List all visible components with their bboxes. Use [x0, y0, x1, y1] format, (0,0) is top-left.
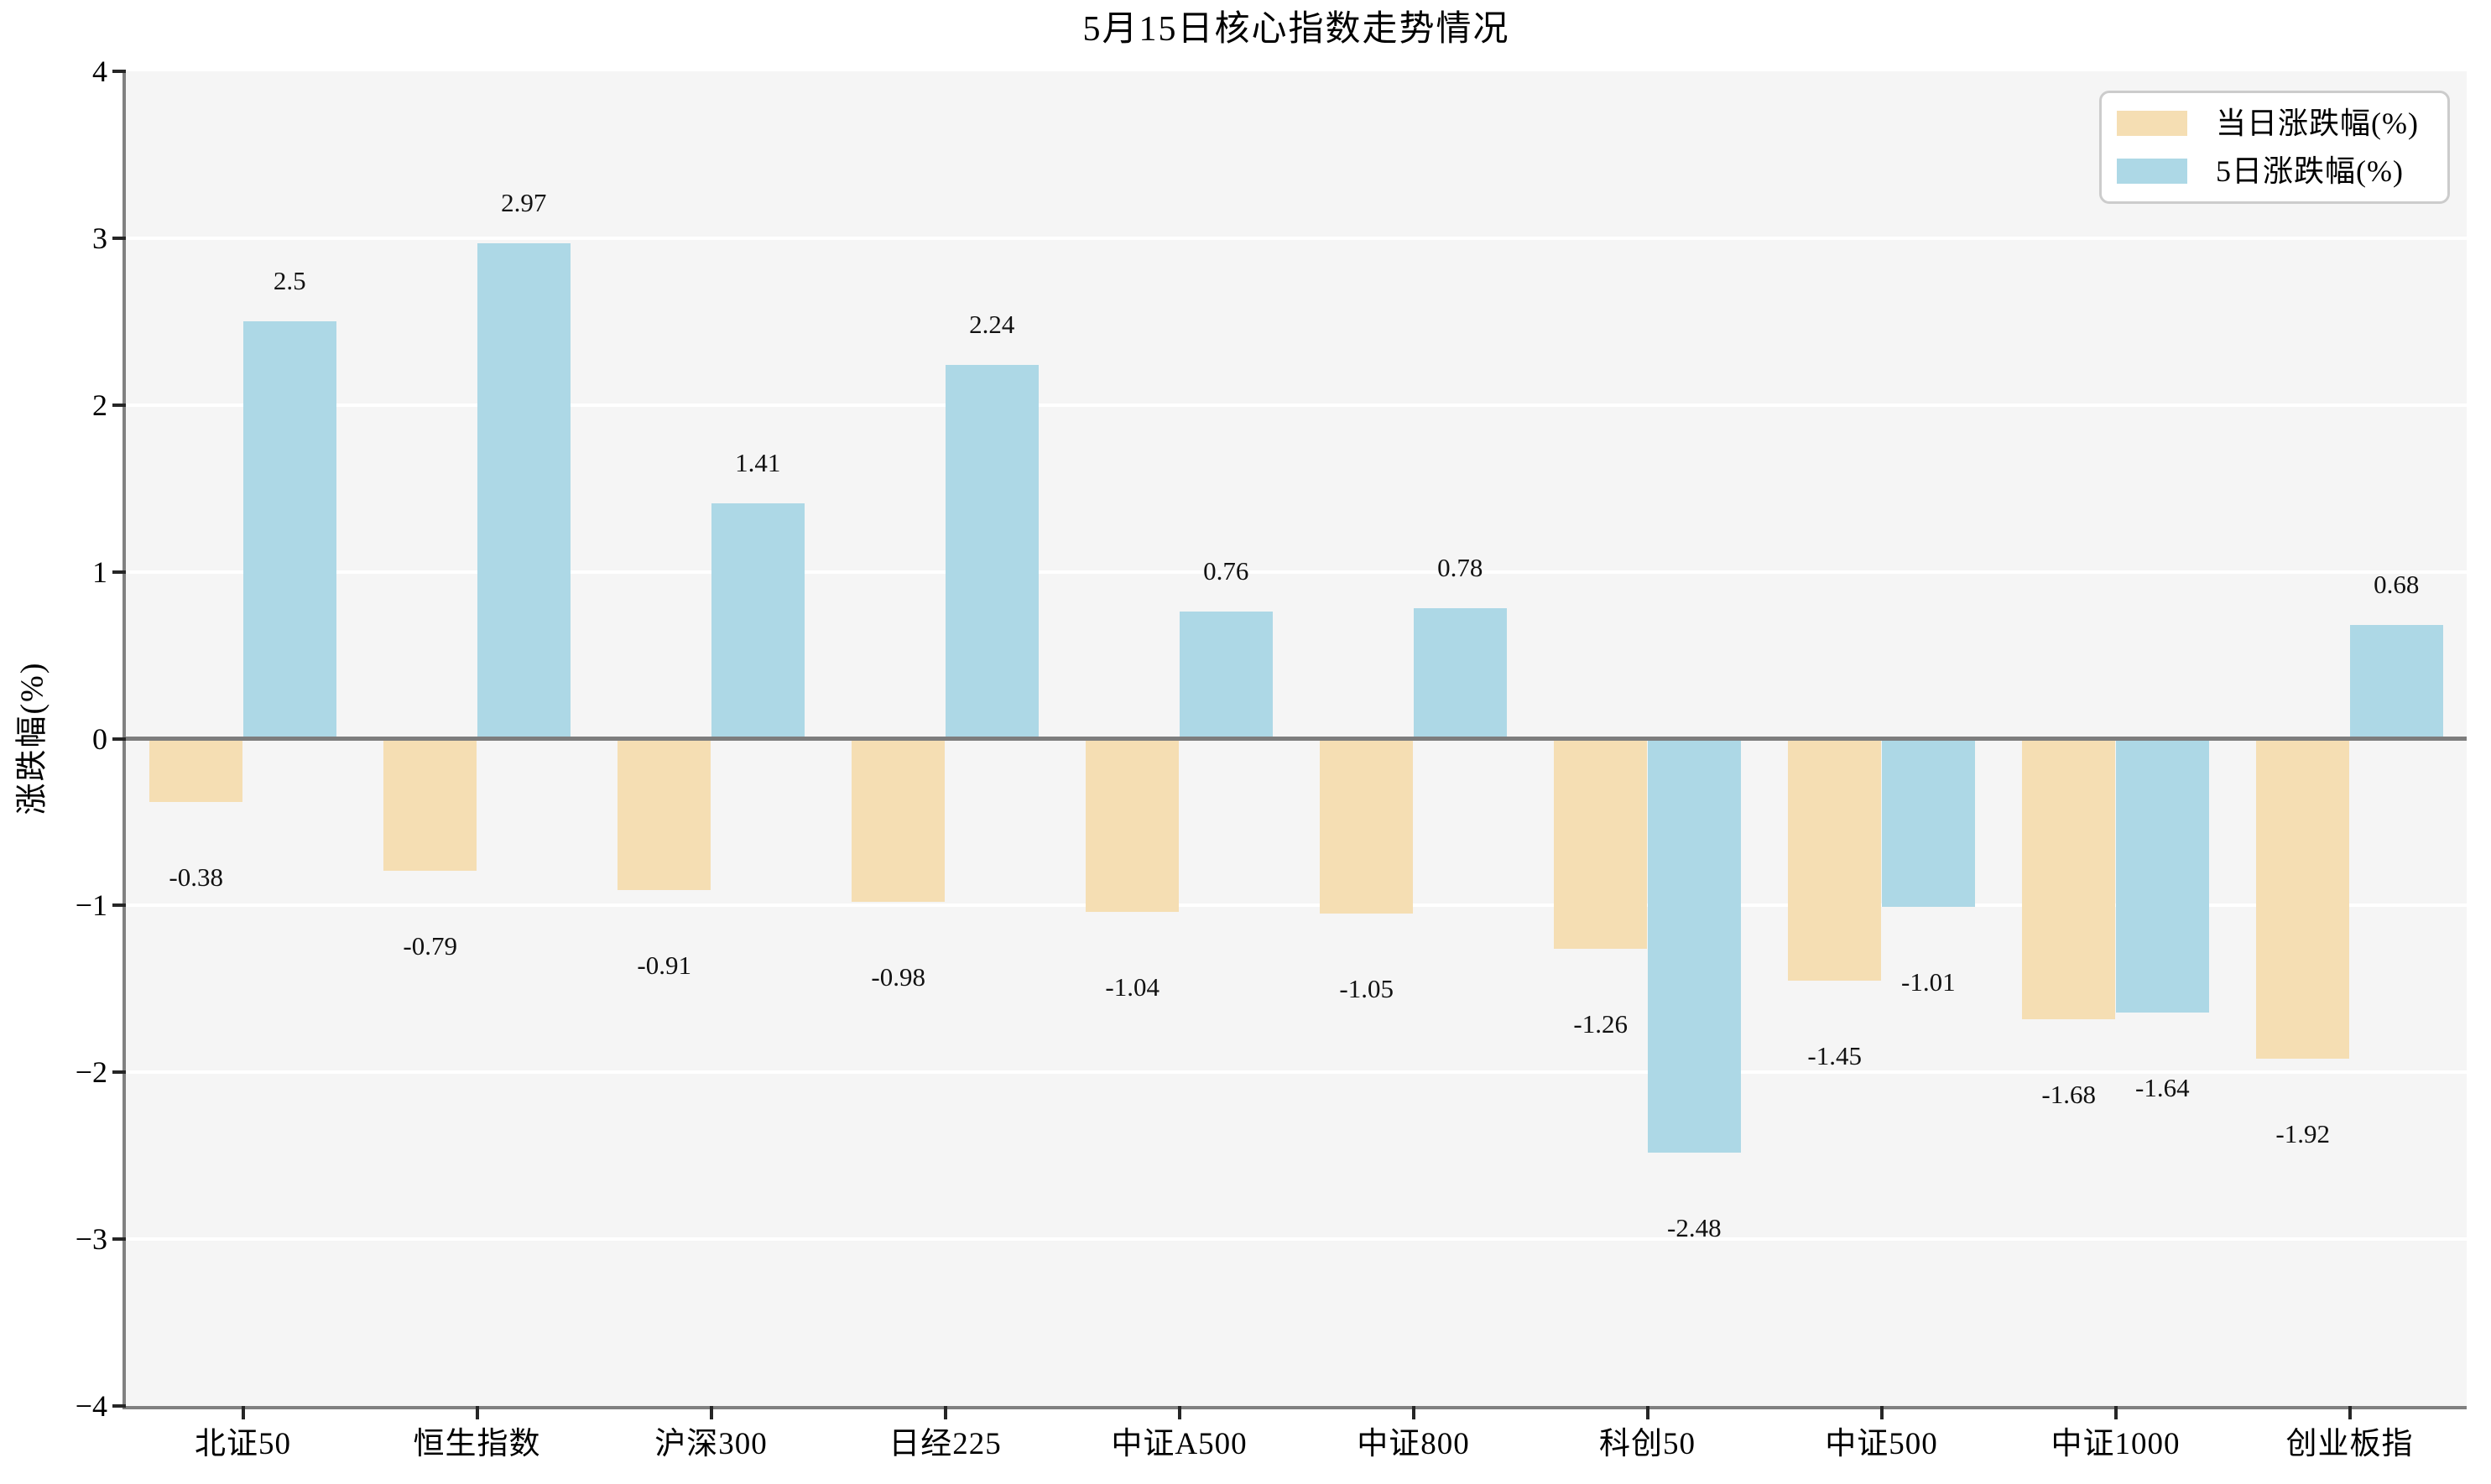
y-tick-mark — [112, 236, 126, 240]
y-tick-mark — [112, 70, 126, 73]
y-tick-mark — [112, 903, 126, 908]
bar-daily — [1085, 738, 1180, 913]
x-tick-label-4: 日经225 — [889, 1427, 1002, 1461]
gridline — [126, 570, 2467, 574]
bar-five-day — [477, 242, 571, 739]
x-tick-label-2: 恒生指数 — [413, 1427, 541, 1461]
bar-value-label: 0.78 — [1437, 553, 1483, 583]
bar-five-day — [242, 321, 337, 739]
bar-daily — [2255, 738, 2350, 1060]
x-tick-label-10: 创业板指 — [2285, 1427, 2414, 1461]
y-tick-label: −4 — [75, 1389, 107, 1423]
bar-value-label: -1.68 — [2041, 1079, 2096, 1109]
x-tick-mark — [2348, 1406, 2352, 1419]
gridline — [126, 903, 2467, 908]
bar-value-label: -0.98 — [871, 962, 925, 992]
bar-daily — [851, 738, 946, 903]
bar-five-day — [1413, 608, 1508, 739]
x-tick-mark — [709, 1406, 713, 1419]
y-tick-label: 0 — [92, 721, 107, 756]
bar-value-label: 2.5 — [273, 266, 306, 296]
x-tick-label-7: 科创50 — [1599, 1427, 1696, 1461]
legend: 当日涨跌幅(%) 5日涨跌幅(%) — [2099, 91, 2450, 204]
x-tick-mark — [1411, 1406, 1415, 1419]
y-tick-label: 1 — [92, 555, 107, 589]
x-tick-mark — [475, 1406, 479, 1419]
bar-value-label: -1.05 — [1339, 974, 1394, 1004]
y-tick-mark — [112, 1237, 126, 1242]
bar-value-label: -0.38 — [169, 862, 223, 893]
bar-value-label: -1.45 — [1807, 1040, 1862, 1070]
y-tick-label: 2 — [92, 388, 107, 422]
bar-value-label: -1.92 — [2275, 1119, 2330, 1149]
y-tick-mark — [112, 570, 126, 574]
legend-label-five-day: 5日涨跌幅(%) — [2216, 154, 2404, 188]
y-tick-label: −1 — [75, 888, 107, 923]
bar-value-label: 0.76 — [1203, 556, 1249, 586]
legend-swatch-five-day — [2117, 158, 2187, 184]
bar-value-label: -1.26 — [1573, 1009, 1628, 1039]
legend-item-daily: 当日涨跌幅(%) — [2117, 107, 2432, 140]
y-tick-label: 4 — [92, 55, 107, 88]
y-tick-label: −2 — [75, 1055, 107, 1090]
gridline — [126, 1237, 2467, 1242]
bar-value-label: 1.41 — [735, 448, 781, 478]
bar-daily — [2021, 738, 2116, 1019]
bar-value-label: -0.79 — [403, 930, 457, 961]
x-tick-mark — [1177, 1406, 1181, 1419]
bar-value-label: -1.01 — [1901, 967, 1956, 997]
x-tick-label-5: 中证A500 — [1111, 1427, 1248, 1461]
bar-value-label: -2.48 — [1667, 1212, 1722, 1242]
bar-value-label: 2.97 — [501, 187, 547, 217]
plot-area: -0.38 -0.79 -0.91 -0.98 -1.04 -1.05 -1.26 -1.45… — [122, 71, 2467, 1409]
bar-five-day — [1647, 738, 1742, 1153]
y-tick-label: −3 — [75, 1222, 107, 1257]
bar-five-day — [1881, 738, 1976, 908]
y-tick-label: 3 — [92, 221, 107, 255]
legend-label-daily: 当日涨跌幅(%) — [2216, 107, 2419, 141]
bar-value-label: 2.24 — [969, 310, 1015, 340]
y-tick-mark — [112, 1070, 126, 1075]
x-tick-label-8: 中证500 — [1825, 1427, 1938, 1461]
bar-daily — [1787, 738, 1882, 981]
y-tick-mark — [112, 403, 126, 407]
legend-item-five-day: 5日涨跌幅(%) — [2117, 154, 2432, 188]
bar-daily — [383, 738, 477, 871]
bar-value-label: 0.68 — [2374, 570, 2420, 600]
x-tick-label-1: 北证50 — [195, 1427, 291, 1461]
legend-swatch-daily — [2117, 111, 2187, 137]
bar-daily — [1553, 738, 1648, 950]
gridline — [126, 403, 2467, 407]
x-tick-mark — [1645, 1406, 1649, 1419]
gridline — [126, 1070, 2467, 1075]
x-tick-label-9: 中证1000 — [2051, 1427, 2181, 1461]
bar-five-day — [945, 365, 1040, 739]
chart-title: 5月15日核心指数走势情况 — [1082, 10, 1510, 49]
x-tick-mark — [2113, 1406, 2118, 1419]
bar-five-day — [1179, 612, 1274, 739]
x-tick-mark — [1879, 1406, 1884, 1419]
bar-value-label: -1.64 — [2135, 1072, 2190, 1102]
x-tick-label-3: 沪深300 — [654, 1427, 768, 1461]
zero-line — [126, 737, 2467, 741]
bar-daily — [149, 738, 243, 803]
bar-five-day — [2349, 625, 2444, 739]
y-tick-mark — [112, 737, 126, 741]
bar-value-label: -1.04 — [1105, 972, 1160, 1002]
bar-five-day — [2115, 738, 2210, 1013]
gridline — [126, 236, 2467, 240]
y-tick-mark — [112, 1404, 126, 1408]
x-tick-mark — [943, 1406, 947, 1419]
bar-five-day — [711, 503, 805, 739]
x-axis-spine — [122, 1406, 2467, 1409]
x-tick-label-6: 中证800 — [1357, 1427, 1470, 1461]
bar-value-label: -0.91 — [637, 950, 691, 981]
bar-daily — [1319, 738, 1414, 914]
x-tick-mark — [241, 1406, 245, 1419]
bar-daily — [617, 738, 711, 891]
